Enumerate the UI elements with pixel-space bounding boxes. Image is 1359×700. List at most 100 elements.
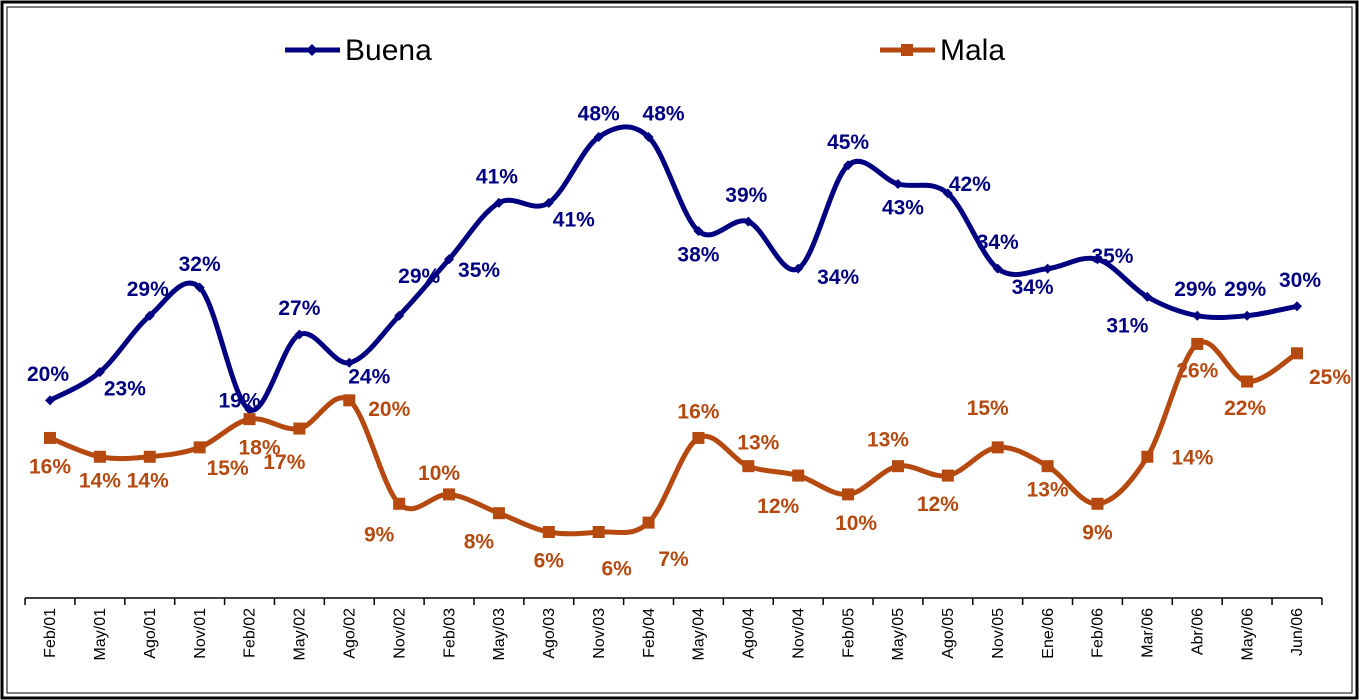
marker — [1141, 450, 1154, 463]
x-tick-label: May/01 — [92, 608, 109, 661]
data-label: 19% — [219, 389, 261, 412]
data-label: 25% — [1309, 366, 1351, 389]
x-tick-label: May/02 — [292, 608, 309, 661]
data-label: 15% — [207, 457, 249, 480]
data-label: 13% — [867, 429, 909, 452]
marker — [1242, 310, 1253, 321]
data-label: 43% — [882, 197, 924, 220]
data-label: 34% — [977, 231, 1019, 254]
data-label: 38% — [677, 244, 719, 267]
data-label: 18% — [239, 437, 281, 460]
x-tick-label: Ago/05 — [940, 608, 957, 659]
marker — [941, 469, 954, 482]
data-label: 13% — [1027, 479, 1069, 502]
marker — [593, 132, 604, 142]
x-tick-label: May/06 — [1239, 608, 1256, 661]
x-tick-label: Abr/06 — [1189, 608, 1206, 655]
data-label: 41% — [476, 165, 518, 188]
data-label: 15% — [967, 397, 1009, 420]
data-label: 13% — [737, 432, 779, 455]
x-tick-label: Nov/02 — [391, 608, 408, 659]
legend-marker — [901, 44, 913, 56]
x-tick-label: Ene/06 — [1040, 608, 1057, 659]
marker — [194, 282, 205, 293]
marker — [45, 395, 55, 406]
data-label: 6% — [602, 558, 633, 581]
marker — [1142, 291, 1153, 302]
data-label: 45% — [827, 131, 869, 154]
data-label: 34% — [1012, 276, 1054, 299]
data-label: 48% — [578, 103, 620, 126]
marker — [793, 263, 804, 274]
data-label: 16% — [29, 455, 71, 478]
marker — [643, 132, 654, 142]
data-label: 9% — [1082, 521, 1113, 544]
x-tick-label: Mar/06 — [1140, 608, 1157, 658]
x-tick-label: Feb/03 — [441, 608, 458, 658]
marker — [243, 413, 256, 426]
x-tick-label: Feb/05 — [840, 608, 857, 658]
marker — [692, 431, 705, 444]
data-label: 23% — [104, 378, 146, 401]
marker — [991, 441, 1004, 454]
marker — [592, 526, 605, 538]
marker — [891, 460, 904, 473]
marker — [1092, 254, 1103, 265]
marker — [1292, 301, 1302, 312]
data-label: 35% — [458, 259, 500, 282]
marker — [1041, 460, 1054, 473]
marker — [843, 160, 854, 171]
marker — [542, 526, 555, 538]
marker — [294, 329, 305, 340]
data-label: 7% — [658, 548, 689, 571]
x-tick-label: Ago/01 — [142, 608, 159, 659]
data-label: 20% — [27, 363, 69, 386]
data-label: 35% — [1091, 245, 1133, 268]
data-label: 29% — [398, 265, 440, 288]
data-label: 31% — [1106, 314, 1148, 337]
data-label: 42% — [949, 173, 991, 196]
marker — [992, 263, 1003, 274]
data-label: 29% — [1174, 278, 1216, 301]
data-label: 16% — [677, 400, 719, 423]
data-label: 30% — [1279, 269, 1321, 292]
data-label: 9% — [364, 523, 395, 546]
x-tick-label: Jun/06 — [1289, 608, 1306, 656]
marker — [1191, 337, 1204, 350]
marker — [343, 394, 356, 407]
marker — [144, 310, 155, 321]
x-tick-label: May/05 — [890, 608, 907, 661]
x-tick-label: Feb/02 — [242, 608, 259, 658]
x-tick-label: Ago/02 — [341, 608, 358, 659]
marker — [1241, 375, 1254, 388]
marker — [492, 507, 505, 520]
data-label: 39% — [725, 184, 767, 207]
marker — [93, 450, 106, 463]
data-label: 20% — [368, 398, 410, 421]
series-line — [49, 339, 1299, 537]
data-label: 29% — [1224, 278, 1266, 301]
data-label: 12% — [757, 495, 799, 518]
marker — [743, 216, 754, 227]
marker — [842, 488, 855, 501]
marker — [493, 197, 504, 208]
data-label: 41% — [553, 208, 595, 231]
data-label: 32% — [179, 253, 221, 276]
marker — [1042, 263, 1053, 274]
x-tick-label: Nov/04 — [790, 608, 807, 659]
marker — [892, 179, 903, 190]
series-line — [48, 124, 1298, 413]
x-tick-label: Feb/04 — [641, 608, 658, 658]
x-tick-label: Nov/03 — [591, 608, 608, 659]
data-label: 34% — [817, 266, 859, 289]
x-tick-label: May/04 — [691, 608, 708, 661]
x-tick-label: Nov/05 — [990, 608, 1007, 659]
data-label: 27% — [278, 297, 320, 320]
marker — [44, 431, 56, 444]
marker — [693, 226, 704, 237]
legend-label: Mala — [940, 34, 1005, 67]
data-label: 22% — [1224, 397, 1266, 420]
legend-label: Buena — [345, 34, 432, 67]
